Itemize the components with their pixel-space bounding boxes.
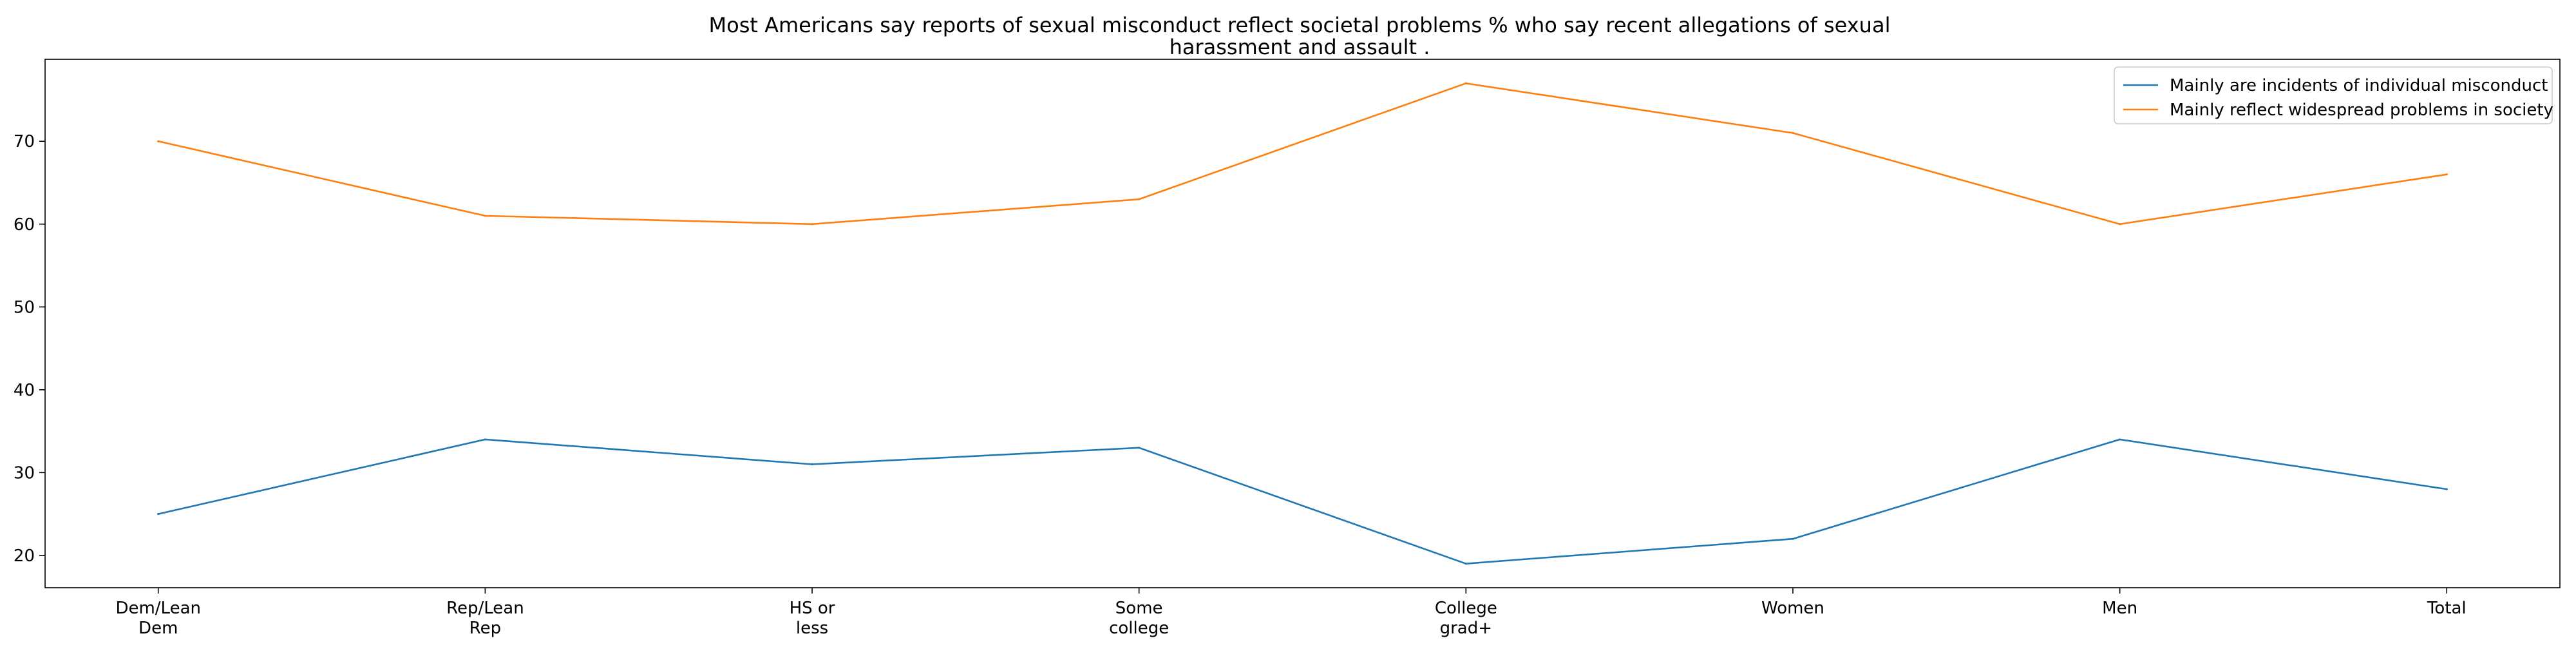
legend: Mainly are incidents of individual misco… xyxy=(2114,66,2553,124)
data-point xyxy=(1138,447,1141,449)
plot-area: 20 30 40 50 60 70 Dem/Lean Dem Rep/Lean Rep HS or l… xyxy=(14,59,2561,638)
data-point xyxy=(1792,131,1794,134)
x-tick-label: Total xyxy=(2427,599,2467,618)
x-tick-label: HS or less xyxy=(790,599,835,638)
y-tick-label: 20 xyxy=(14,546,35,566)
data-point xyxy=(811,223,813,226)
series-line-2 xyxy=(158,82,2447,226)
x-tick-label: Women xyxy=(1761,599,1824,618)
chart-title-line-2: harassment and assault . xyxy=(1170,35,1430,59)
data-point xyxy=(811,463,813,466)
x-tick-label: Some college xyxy=(1109,599,1169,638)
data-point xyxy=(1792,537,1794,540)
chart-title-line-1: Most Americans say reports of sexual mis… xyxy=(709,13,1891,37)
data-point xyxy=(157,513,160,516)
data-point xyxy=(2119,223,2121,226)
y-tick-label: 60 xyxy=(14,215,35,235)
data-point xyxy=(2119,438,2121,441)
x-tick-label: College grad+ xyxy=(1435,599,1497,638)
data-point xyxy=(2445,173,2448,176)
plot-frame xyxy=(44,59,2561,588)
series-line-1 xyxy=(158,438,2447,565)
data-point xyxy=(1138,198,1141,200)
y-tick-label: 70 xyxy=(14,132,35,151)
legend-box xyxy=(2114,66,2553,124)
y-tick-label: 40 xyxy=(14,381,35,400)
x-tick-label: Men xyxy=(2102,599,2137,618)
x-tick-label: Rep/Lean Rep xyxy=(446,599,524,638)
data-point xyxy=(2445,488,2448,490)
y-tick-label: 50 xyxy=(14,298,35,317)
legend-entry-label: Mainly reflect widespread problems in so… xyxy=(2170,101,2553,120)
legend-entry-label: Mainly are incidents of individual misco… xyxy=(2170,76,2548,95)
data-point xyxy=(1464,563,1467,565)
y-tick-label: 30 xyxy=(14,463,35,483)
data-point xyxy=(157,140,160,142)
x-tick-label: Dem/Lean Dem xyxy=(115,599,201,638)
data-point xyxy=(484,215,486,217)
data-point xyxy=(484,438,486,441)
data-point xyxy=(1464,82,1467,84)
